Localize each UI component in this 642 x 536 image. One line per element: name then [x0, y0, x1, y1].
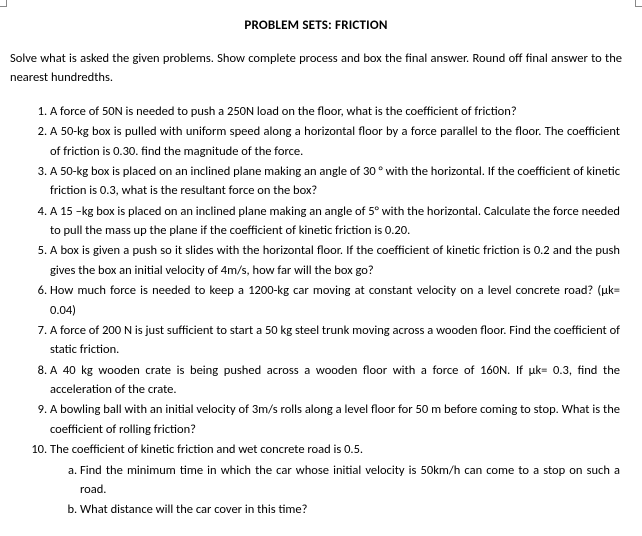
page-corner-mark	[0, 0, 7, 7]
problem-item: The coefficient of kinetic friction and …	[50, 440, 622, 520]
problem-list: A force of 50N is needed to push a 250N …	[10, 102, 622, 520]
page-title: PROBLEM SETS: FRICTION	[10, 18, 622, 33]
problem-item: How much force is needed to keep a 1200-…	[50, 281, 622, 320]
problem-subitem: What distance will the car cover in this…	[80, 500, 620, 519]
problem-item: A 15 –kg box is placed on an inclined pl…	[50, 202, 622, 241]
problem-sublist: Find the minimum time in which the car w…	[50, 461, 620, 520]
problem-text: The coefficient of kinetic friction and …	[50, 442, 363, 457]
problem-item: A 50-kg box is placed on an inclined pla…	[50, 162, 622, 201]
problem-item: A 40 kg wooden crate is being pushed acr…	[50, 361, 622, 400]
problem-item: A bowling ball with an initial velocity …	[50, 400, 622, 439]
problem-item: A 50-kg box is pulled with uniform speed…	[50, 122, 622, 161]
problem-item: A box is given a push so it slides with …	[50, 241, 622, 280]
instructions-text: Solve what is asked the given problems. …	[10, 49, 622, 88]
problem-item: A force of 50N is needed to push a 250N …	[50, 102, 622, 121]
problem-item: A force of 200 N is just sufficient to s…	[50, 321, 622, 360]
problem-subitem: Find the minimum time in which the car w…	[80, 461, 620, 500]
page-corner-mark	[635, 0, 642, 7]
